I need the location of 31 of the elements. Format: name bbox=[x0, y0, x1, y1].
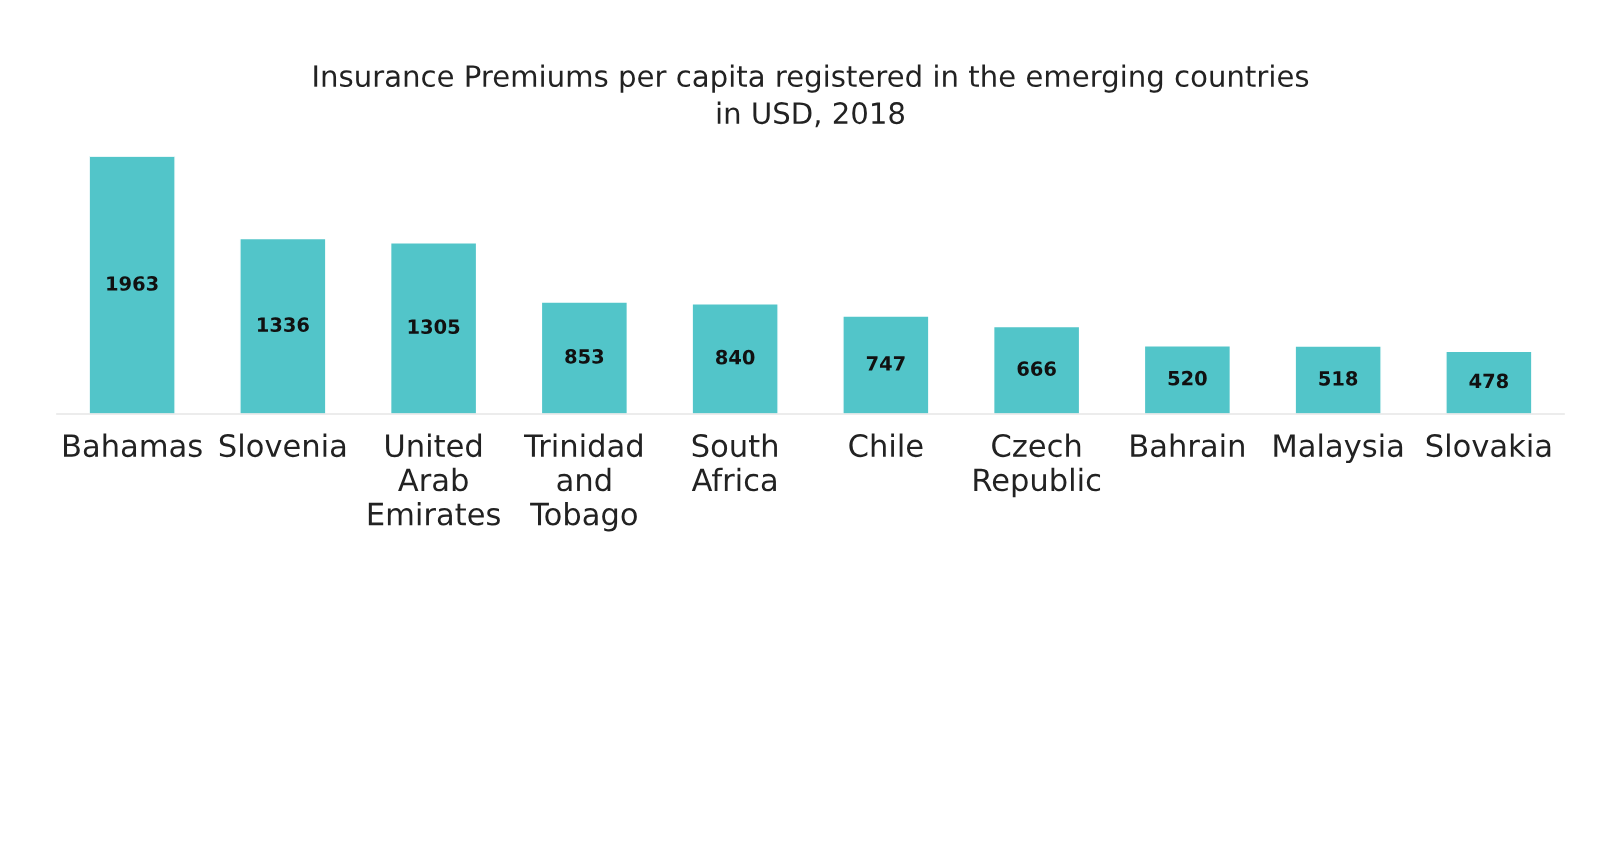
bar bbox=[239, 237, 327, 415]
x-tick-label: South Africa bbox=[691, 433, 777, 492]
chart-title: Insurance Premiums per capita registered in the emerging countries in USD, 2018 bbox=[314, 64, 1309, 128]
x-tick-label: Slovenia bbox=[219, 433, 346, 458]
bar bbox=[88, 156, 176, 415]
x-tick-label: Slovakia bbox=[1426, 433, 1551, 458]
bar bbox=[992, 325, 1081, 415]
data-label: 853 bbox=[565, 348, 604, 364]
data-label: 666 bbox=[1017, 361, 1056, 376]
x-tick-label: Trinidad and Tobago bbox=[523, 433, 642, 532]
bar bbox=[842, 315, 930, 415]
x-tick-label: United Arab Emirates bbox=[368, 433, 500, 526]
bar bbox=[540, 301, 629, 415]
bar bbox=[1445, 350, 1533, 415]
bar bbox=[1143, 345, 1232, 415]
x-tick-label: Chile bbox=[849, 433, 923, 458]
bar bbox=[389, 242, 478, 415]
data-label: 478 bbox=[1469, 373, 1508, 389]
data-label: 747 bbox=[866, 356, 905, 371]
data-label: 518 bbox=[1319, 370, 1358, 386]
bar bbox=[1294, 345, 1382, 415]
data-label: 1336 bbox=[258, 317, 309, 332]
x-tick-label: Malaysia bbox=[1274, 433, 1403, 464]
data-label: 520 bbox=[1168, 370, 1207, 386]
x-tick-label: Bahamas bbox=[64, 433, 202, 458]
data-label: 1305 bbox=[408, 319, 460, 335]
x-tick-label: Bahrain bbox=[1131, 433, 1244, 458]
x-tick-label: Czech Republic bbox=[974, 433, 1101, 498]
bar bbox=[691, 303, 779, 415]
data-label: 840 bbox=[716, 349, 755, 365]
data-label: 1963 bbox=[107, 276, 158, 291]
